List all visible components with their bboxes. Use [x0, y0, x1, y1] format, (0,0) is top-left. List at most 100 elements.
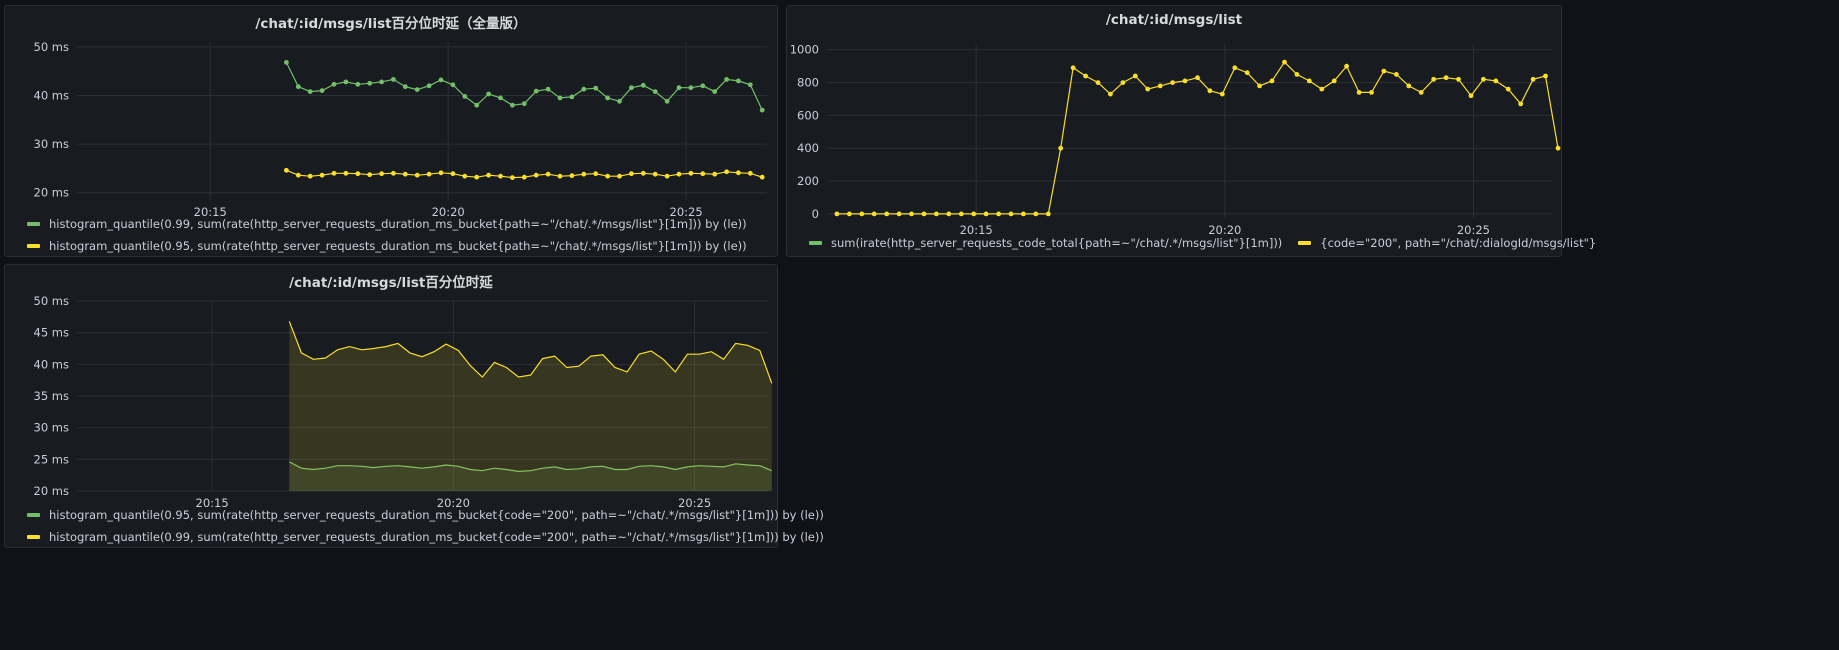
data-point [331, 170, 337, 176]
y-tick-label: 1000 [790, 43, 819, 57]
data-point [724, 77, 729, 82]
data-point [593, 85, 599, 91]
x-tick-label: 20:15 [960, 223, 993, 237]
data-point [958, 211, 964, 217]
data-point [1195, 75, 1200, 81]
legend-item-p99[interactable]: histogram_quantile(0.99, sum(rate(http_s… [27, 213, 747, 235]
data-point [971, 211, 977, 217]
data-point [307, 173, 313, 179]
legend-item-p95[interactable]: histogram_quantile(0.95, sum(rate(http_s… [27, 504, 824, 526]
data-point [569, 173, 575, 179]
data-point [1120, 80, 1126, 85]
data-point [700, 83, 706, 89]
data-point [438, 170, 444, 176]
data-point [1306, 78, 1312, 84]
data-point [1182, 78, 1188, 84]
legend-item-p99[interactable]: histogram_quantile(0.99, sum(rate(http_s… [27, 526, 824, 548]
data-point [545, 171, 551, 177]
data-point [343, 170, 349, 176]
data-point [1294, 72, 1300, 77]
data-point [759, 174, 765, 180]
legend-swatch [27, 244, 40, 248]
panel-latency[interactable]: /chat/:id/msgs/list百分位时延 20 ms 25 ms 30 ms… [4, 264, 824, 548]
chart-latency-full: 20 ms 30 ms 40 ms 50 ms 20:15 20:20 20:25 [34, 40, 767, 219]
data-point [1319, 86, 1325, 92]
data-point [1543, 73, 1548, 79]
chart-latency: 20 ms 25 ms 30 ms 35 ms 40 ms 45 ms 50 ms 20:15… [34, 294, 773, 510]
data-point [533, 172, 539, 178]
panel-request-rate[interactable]: /chat/:id/msgs/list 0 200 400 600 800 1000 20:… [786, 5, 1596, 257]
x-tick-label: 20:25 [678, 496, 711, 510]
data-point [1344, 63, 1349, 69]
data-point [1356, 90, 1362, 95]
data-point [871, 211, 877, 217]
data-point [533, 88, 539, 94]
data-point [307, 89, 313, 94]
data-point [474, 174, 480, 180]
data-point [712, 89, 718, 94]
panel-title[interactable]: /chat/:id/msgs/list百分位时延 [289, 275, 493, 291]
data-point [1157, 83, 1163, 89]
y-tick-label: 400 [797, 141, 819, 155]
data-point [1207, 88, 1213, 94]
data-point [331, 81, 337, 87]
panel-title[interactable]: /chat/:id/msgs/list [1105, 12, 1243, 28]
data-point [521, 174, 527, 180]
y-tick-label: 30 ms [34, 137, 69, 151]
data-point [343, 79, 349, 85]
data-point [486, 91, 491, 97]
data-point [859, 211, 865, 217]
data-point [1070, 65, 1076, 71]
data-point [1493, 78, 1499, 84]
data-point [367, 172, 373, 178]
series-line [289, 461, 773, 473]
data-point [884, 211, 890, 217]
legend-label: {code="200", path="/chat/:dialogId/msgs/… [1320, 236, 1597, 250]
data-point [355, 81, 361, 87]
x-tick-label: 20:15 [194, 205, 227, 219]
data-point [1431, 76, 1437, 82]
data-point [379, 79, 384, 85]
data-point [652, 89, 658, 94]
data-point [664, 98, 670, 104]
x-tick-label: 20:25 [1457, 223, 1490, 237]
data-point [946, 211, 952, 217]
data-point [1282, 59, 1287, 65]
data-point [414, 87, 420, 92]
data-point [355, 171, 361, 177]
data-point [1456, 76, 1461, 82]
data-point [1095, 80, 1101, 85]
data-point [909, 211, 914, 217]
data-point [367, 80, 373, 86]
x-tick-label: 20:20 [437, 496, 470, 510]
panel-latency-full[interactable]: /chat/:id/msgs/list百分位时延（全量版） 20 ms 30 ms… [4, 5, 778, 257]
chart-request-rate: 0 200 400 600 800 1000 20:15 20:20 20:25 [790, 43, 1561, 237]
data-point [1518, 101, 1524, 107]
data-point [319, 172, 325, 178]
data-point [676, 85, 682, 91]
legend-item-p95[interactable]: histogram_quantile(0.95, sum(rate(http_s… [27, 235, 747, 257]
data-point [712, 171, 718, 177]
legend-item-code-200[interactable]: {code="200", path="/chat/:dialogId/msgs/… [1298, 232, 1596, 254]
legend-swatch [27, 222, 40, 226]
legend-swatch [1298, 241, 1312, 245]
data-point [617, 173, 622, 179]
data-point [581, 171, 587, 177]
data-point [1505, 86, 1511, 92]
series-area [289, 461, 772, 491]
data-point [379, 171, 384, 177]
data-point [1443, 75, 1449, 81]
data-point [284, 60, 289, 65]
series-area [289, 321, 772, 491]
data-point [510, 175, 515, 181]
data-point [1257, 83, 1262, 89]
panel-title[interactable]: /chat/:id/msgs/list百分位时延（全量版） [255, 16, 527, 32]
data-point [1058, 145, 1064, 151]
data-point [557, 95, 563, 101]
legend-item-sum-irate[interactable]: sum(irate(http_server_requests_code_tota… [809, 232, 1282, 254]
data-point [557, 173, 563, 179]
data-point [486, 172, 491, 178]
data-point [462, 173, 468, 179]
data-point [736, 170, 741, 176]
data-point [1406, 83, 1412, 89]
